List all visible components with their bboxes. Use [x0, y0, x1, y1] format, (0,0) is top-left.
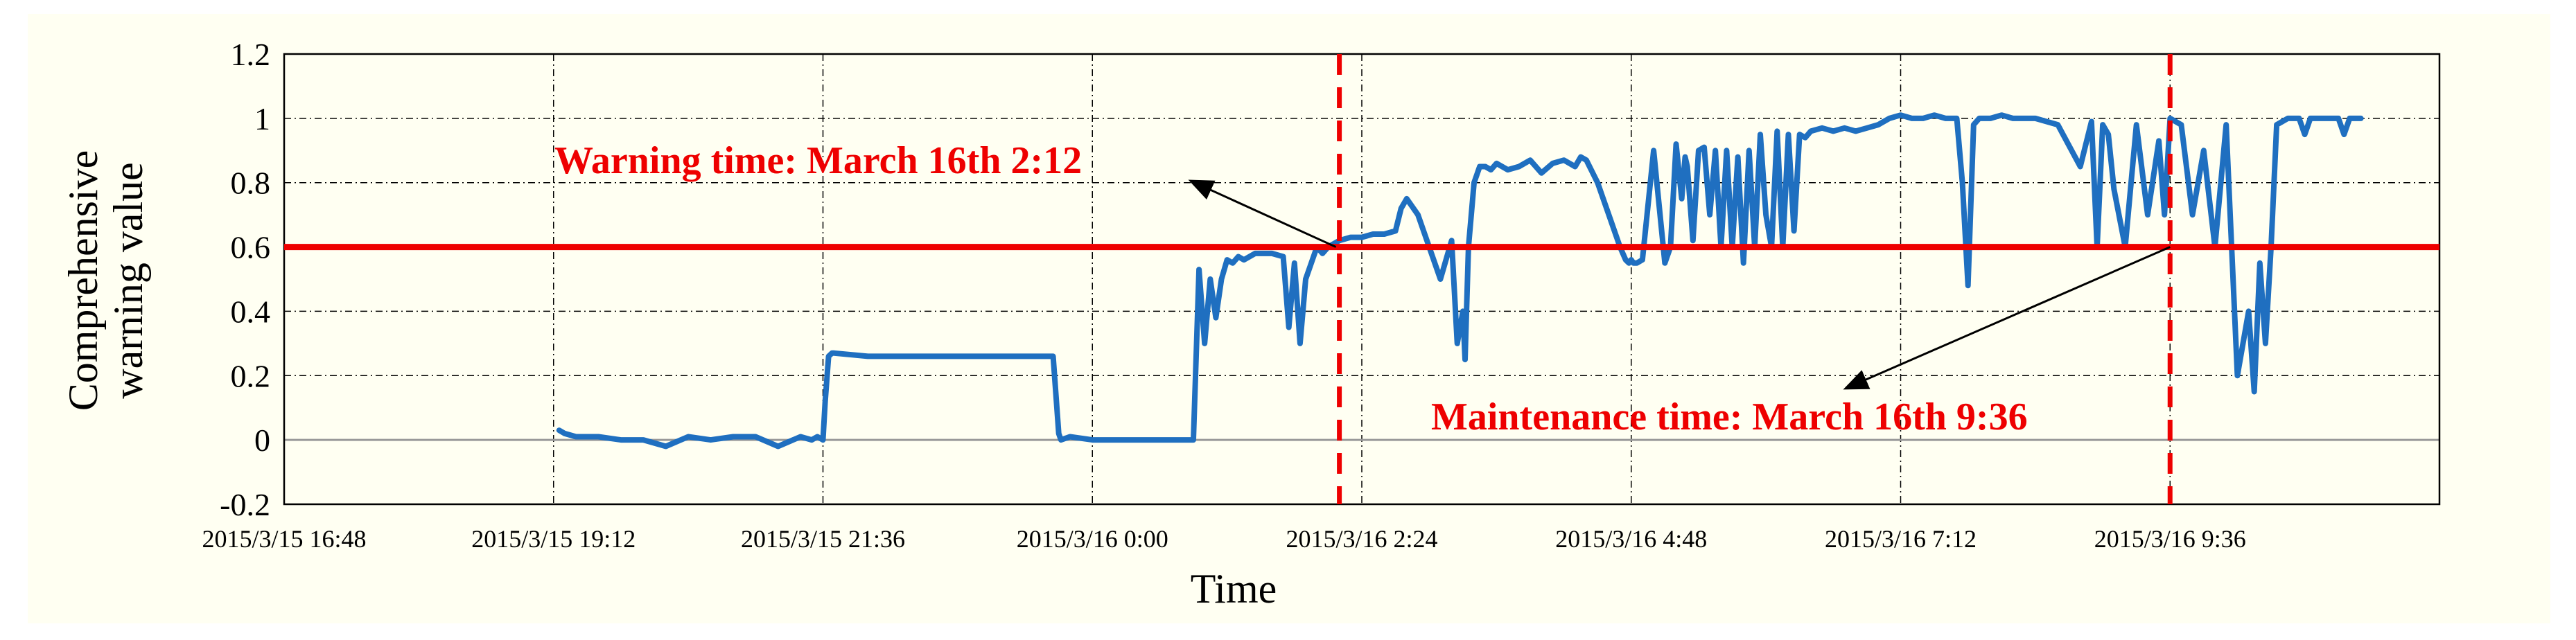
x-tick-label: 2015/3/15 21:36 [741, 525, 905, 553]
annotation-warning-time: Warning time: March 16th 2:12 [554, 139, 1082, 182]
y-tick-label: -0.2 [220, 487, 270, 522]
y-tick-label: 0.8 [231, 166, 271, 201]
y-tick-label: 0 [254, 423, 270, 458]
maintenance-arrow [1843, 246, 2171, 390]
y-tick-labels: -0.2 0 0.2 0.4 0.6 0.8 1 1.2 [220, 37, 270, 522]
y-tick-label: 1 [254, 101, 270, 136]
x-tick-label: 2015/3/16 2:24 [1286, 525, 1437, 553]
series-line [556, 112, 2364, 450]
annotation-maintenance-time: Maintenance time: March 16th 9:36 [1431, 395, 2028, 438]
x-tick-label: 2015/3/15 19:12 [471, 525, 636, 553]
annotation-arrows [1188, 179, 2171, 390]
y-axis-title-line-2: warning value [105, 162, 151, 399]
x-tick-label: 2015/3/16 4:48 [1555, 525, 1707, 553]
x-tick-label: 2015/3/16 7:12 [1825, 525, 1977, 553]
y-tick-label: 0.6 [231, 230, 271, 265]
y-tick-label: 1.2 [231, 37, 271, 72]
y-tick-label: 0.4 [231, 294, 271, 329]
x-tick-label: 2015/3/16 9:36 [2094, 525, 2246, 553]
y-axis-title-line-1: Comprehensive [60, 150, 106, 411]
plot-frame [283, 53, 2441, 506]
reference-lines [284, 54, 2439, 504]
x-axis-title: Time [1191, 566, 1277, 612]
x-tick-label: 2015/3/15 16:48 [202, 525, 366, 553]
series-group [556, 112, 2364, 450]
warning-arrow [1188, 179, 1337, 248]
x-tick-label: 2015/3/16 0:00 [1017, 525, 1168, 553]
x-tick-labels: 2015/3/15 16:48 2015/3/15 19:12 2015/3/15 … [202, 525, 2245, 553]
y-tick-label: 0.2 [231, 358, 271, 393]
